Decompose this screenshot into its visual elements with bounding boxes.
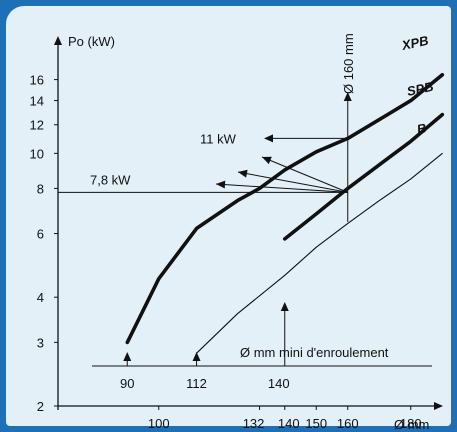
series-label-spb: SPB	[406, 79, 435, 99]
x-tick-label: 150	[305, 416, 327, 431]
min-winding-arrow	[123, 352, 132, 361]
fan-arrow-head	[216, 180, 226, 189]
min-winding-value: 90	[120, 376, 134, 391]
label-11kw: 11 kW	[200, 131, 237, 146]
min-winding-arrow	[280, 302, 289, 311]
series-line-b	[196, 152, 443, 354]
fan-arrow-line	[237, 171, 348, 193]
min-winding-value: 140	[268, 376, 290, 391]
series-label-xpb: XPB	[400, 33, 430, 53]
min-winding-value: 112	[186, 376, 207, 391]
fan-arrow-head	[262, 156, 272, 165]
y-tick-label: 2	[37, 399, 44, 414]
x-tick-label: 100	[148, 416, 170, 431]
series-line-xpb	[125, 73, 445, 345]
y-tick-label: 12	[30, 118, 44, 133]
min-winding-label: Ø mm mini d'enroulement	[240, 345, 389, 360]
fan-arrow-line	[261, 156, 348, 193]
y-tick-label: 3	[37, 335, 44, 350]
series-label-b: B	[416, 120, 428, 137]
y-tick-label: 8	[37, 181, 44, 196]
x-tick-label: 132	[243, 416, 265, 431]
fan-arrow-head	[238, 169, 248, 178]
x-axis-arrow	[434, 402, 443, 410]
y-tick-label: 16	[30, 73, 44, 88]
y-tick-label: 14	[30, 94, 44, 109]
y-axis-arrow	[54, 36, 62, 45]
fan-arrow-line	[215, 183, 348, 193]
y-tick-label: 10	[30, 146, 44, 161]
chart-panel	[6, 6, 451, 426]
x-tick-label: 160	[337, 416, 359, 431]
min-winding-arrow	[192, 352, 201, 361]
y-tick-label: 4	[37, 290, 44, 305]
label-diameter-160: Ø 160 mm	[341, 33, 356, 94]
vertical-160mm-arrow	[343, 92, 352, 101]
arrow-11kw	[264, 134, 273, 143]
x-tick-label: 140	[278, 416, 300, 431]
y-axis-label: Po (kW)	[68, 34, 115, 49]
y-tick-label: 6	[37, 227, 44, 242]
series-line-spb	[283, 112, 445, 241]
label-7-8kw: 7,8 kW	[90, 172, 131, 187]
x-tick-label: 180	[400, 416, 422, 431]
x-axis-label: Ø mm	[394, 417, 429, 432]
